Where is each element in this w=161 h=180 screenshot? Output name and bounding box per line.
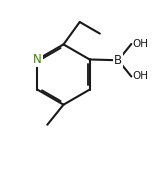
Text: OH: OH [133, 39, 149, 49]
Text: B: B [114, 54, 122, 67]
Text: N: N [33, 53, 42, 66]
Text: OH: OH [133, 71, 149, 82]
